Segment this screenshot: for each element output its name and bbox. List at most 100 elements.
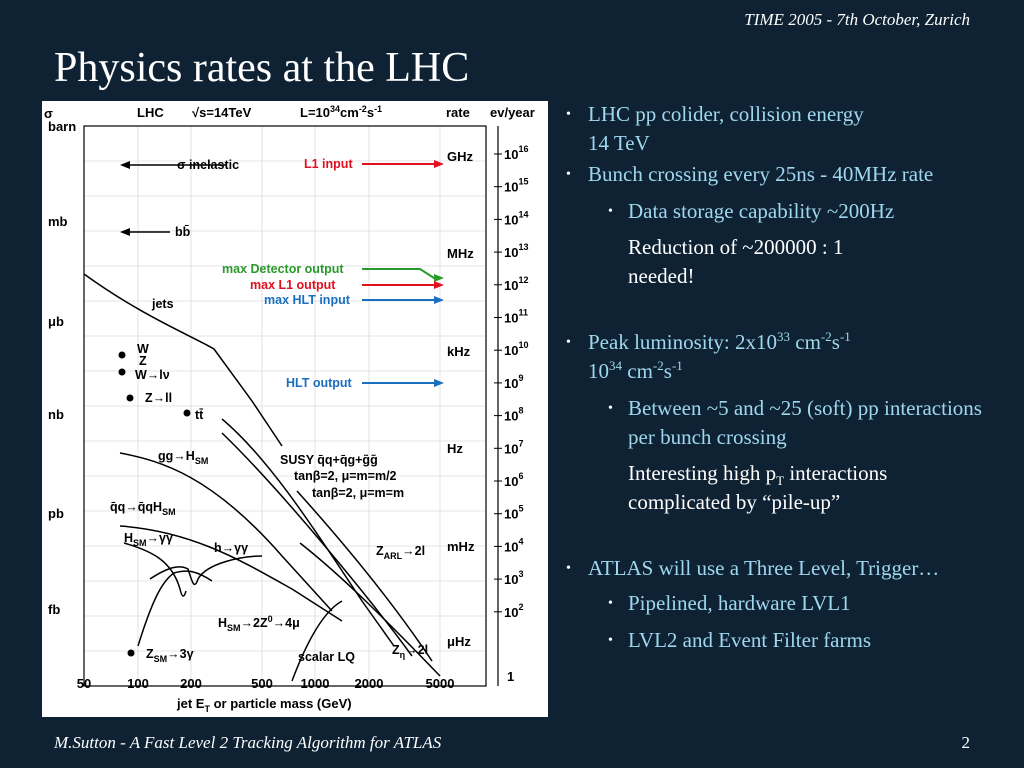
evyear-tick-label: 107	[504, 438, 523, 456]
plot-frame	[83, 125, 487, 687]
rate-header: rate	[446, 105, 470, 120]
x-tick-label: 50	[77, 676, 91, 691]
z-label: Z	[139, 354, 147, 368]
evyear-tick-label: 102	[504, 602, 523, 620]
x-tick-label: 200	[180, 676, 202, 691]
rate-unit-label: GHz	[447, 149, 474, 164]
jets-curve	[83, 273, 283, 447]
z-ll-dot	[126, 394, 134, 402]
scalar-lq-curve	[291, 600, 343, 682]
bullet-data-storage: Data storage capability ~200Hz	[564, 197, 984, 226]
susy-params-1: tanβ=2, μ=m=m/2	[294, 469, 397, 483]
bb-arrowhead	[120, 228, 130, 236]
x-tick-label: 2000	[355, 676, 384, 691]
rate-unit-label: mHz	[447, 539, 475, 554]
l1-input-arrowhead	[434, 160, 444, 168]
energy-label: √s=14TeV	[192, 105, 252, 120]
slide-title: Physics rates at the LHC	[54, 45, 470, 91]
evyear-tick-label: 1011	[504, 308, 528, 326]
cross-section-chart: σ LHC √s=14TeV L=1034cm-2s-1 rate ev/yea…	[44, 104, 535, 714]
zarl-curve	[296, 490, 433, 662]
note-reduction: Reduction of ~200000 : 1 needed!	[628, 235, 844, 288]
rate-unit-label: kHz	[447, 344, 471, 359]
hlt-output-arrowhead	[434, 379, 444, 387]
z-sm-3gam-dot	[127, 649, 135, 657]
h-gamgam-sm-label: HSM→γγ	[124, 531, 173, 548]
rate-unit-label: Hz	[447, 441, 463, 456]
bb-label: bb̄	[175, 225, 191, 239]
x-axis-label: jet ET or particle mass (GeV)	[176, 696, 352, 714]
susy-params-2: tanβ=2, μ=m=m	[312, 486, 404, 500]
left-unit-label: nb	[48, 407, 64, 422]
left-unit-label: barn	[48, 119, 76, 134]
h-zz4l-label: HSM→2Z0→4μ	[218, 614, 300, 633]
header-date: TIME 2005 - 7th October, Zurich	[744, 10, 970, 29]
bullet-bunch-crossing: Bunch crossing every 25ns - 40MHz rate	[564, 160, 984, 189]
evyear-tick-label: 106	[504, 471, 523, 489]
x-tick-label: 5000	[426, 676, 455, 691]
h-gamgam-sm-curve	[123, 542, 187, 597]
bullet-pileup-interactions: Between ~5 and ~25 (soft) pp interaction…	[564, 394, 984, 452]
evyear-tick-label: 1013	[504, 242, 528, 260]
evyear-tick-label: 1012	[504, 275, 528, 293]
bullet-lvl1: Pipelined, hardware LVL1	[564, 589, 984, 618]
evyear-tick-label: 105	[504, 504, 523, 522]
max-hlt-arrowhead	[434, 296, 444, 304]
ttbar-label: tt̄	[195, 408, 204, 422]
z-ll-label: Z→ll	[145, 391, 172, 405]
gg-h-label: gg→HSM	[158, 449, 208, 466]
x-tick-label: 100	[127, 676, 149, 691]
z-sm-3gam-label: ZSM→3γ	[146, 647, 194, 664]
w-lnu-dot	[118, 368, 126, 376]
z-eta-label: Zη→2l	[392, 643, 428, 660]
sigma-inelastic-arrowhead	[120, 161, 130, 169]
left-unit-label: μb	[48, 314, 64, 329]
evyear-tick-label: 103	[504, 569, 523, 587]
left-unit-label: fb	[48, 602, 60, 617]
l1-input-label: L1 input	[304, 157, 353, 171]
sigma-inelastic-label: σ inelastic	[177, 158, 239, 172]
susy-curve-2	[221, 432, 413, 657]
z-eta-curve	[299, 542, 441, 677]
susy-label: SUSY q̄q+q̄g+g̃g̃	[280, 453, 378, 467]
cross-section-plot: σ LHC √s=14TeV L=1034cm-2s-1 rate ev/yea…	[42, 101, 548, 717]
footer-text: M.Sutton - A Fast Level 2 Tracking Algor…	[54, 733, 442, 752]
max-l1-label: max L1 output	[250, 278, 336, 292]
max-detector-arrow	[362, 268, 440, 279]
w-label: W	[137, 342, 149, 356]
susy-curve-1	[221, 418, 395, 647]
evyear-tick-label: 1016	[504, 144, 528, 162]
h-zz-curve	[137, 570, 213, 647]
left-unit-label: mb	[48, 214, 68, 229]
lhc-label: LHC	[137, 105, 164, 120]
z-arl-label: ZARL→2l	[376, 544, 425, 561]
evyear-tick-label: 1014	[504, 209, 528, 227]
evyear-tick-label: 109	[504, 373, 523, 391]
rate-unit-label: μHz	[447, 634, 471, 649]
evyear-tick-label: 104	[504, 536, 523, 554]
page-number: 2	[961, 733, 971, 752]
x-tick-label: 500	[251, 676, 273, 691]
evyear-header: ev/year	[490, 105, 535, 120]
rate-unit-label: MHz	[447, 246, 474, 261]
sigma-label: σ	[44, 106, 53, 121]
evyear-tick-label: 1	[507, 669, 514, 684]
lumi-label: L=1034cm-2s-1	[300, 104, 382, 120]
max-detector-label: max Detector output	[222, 262, 344, 276]
evyear-tick-label: 1010	[504, 340, 528, 358]
gg-h-curve	[119, 452, 333, 612]
max-hlt-label: max HLT input	[264, 293, 351, 307]
bullet-lvl2-ef: LVL2 and Event Filter farms	[564, 626, 984, 655]
grid	[83, 125, 486, 687]
hlt-output-label: HLT output	[286, 376, 353, 390]
qqh-curve	[119, 525, 343, 622]
w-dot	[118, 351, 126, 359]
h-gamgam-curve	[149, 555, 263, 586]
bullet-atlas-trigger: ATLAS will use a Three Level, Trigger…	[564, 554, 984, 583]
jets-label: jets	[151, 297, 174, 311]
evyear-tick-label: 1015	[504, 177, 528, 195]
note-high-pt: Interesting high pT interactions complic…	[628, 461, 888, 514]
